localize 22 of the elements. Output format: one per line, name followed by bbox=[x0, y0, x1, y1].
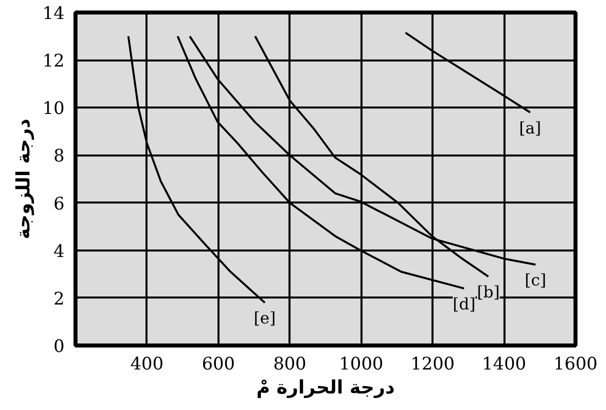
x-axis-title: درجة الحرارة مْ bbox=[256, 378, 395, 398]
y-tick-label: 2 bbox=[53, 289, 65, 310]
y-tick-label: 4 bbox=[53, 242, 65, 262]
x-tick-label: 1400 bbox=[482, 354, 526, 374]
y-tick-label: 8 bbox=[53, 146, 65, 167]
series-label: [a] bbox=[519, 118, 542, 138]
x-tick-label: 1600 bbox=[553, 354, 598, 374]
y-tick-label: 6 bbox=[53, 194, 65, 214]
series-label: [b] bbox=[476, 282, 500, 302]
x-tick-label: 600 bbox=[202, 354, 235, 374]
y-tick-label: 12 bbox=[42, 52, 65, 72]
y-tick-label: 14 bbox=[42, 4, 65, 24]
x-tick-label: 1000 bbox=[339, 354, 384, 374]
x-tick-label: 1200 bbox=[410, 354, 455, 374]
y-axis-title: درجة اللزوجة bbox=[13, 118, 34, 240]
y-tick-label: 0 bbox=[53, 337, 65, 357]
x-tick-label: 400 bbox=[130, 354, 164, 374]
x-tick-label: 800 bbox=[273, 354, 306, 374]
y-tick-label: 10 bbox=[42, 99, 65, 120]
series-label: [d] bbox=[452, 294, 476, 314]
series-label: [e] bbox=[254, 308, 276, 328]
series-label: [c] bbox=[524, 270, 546, 290]
